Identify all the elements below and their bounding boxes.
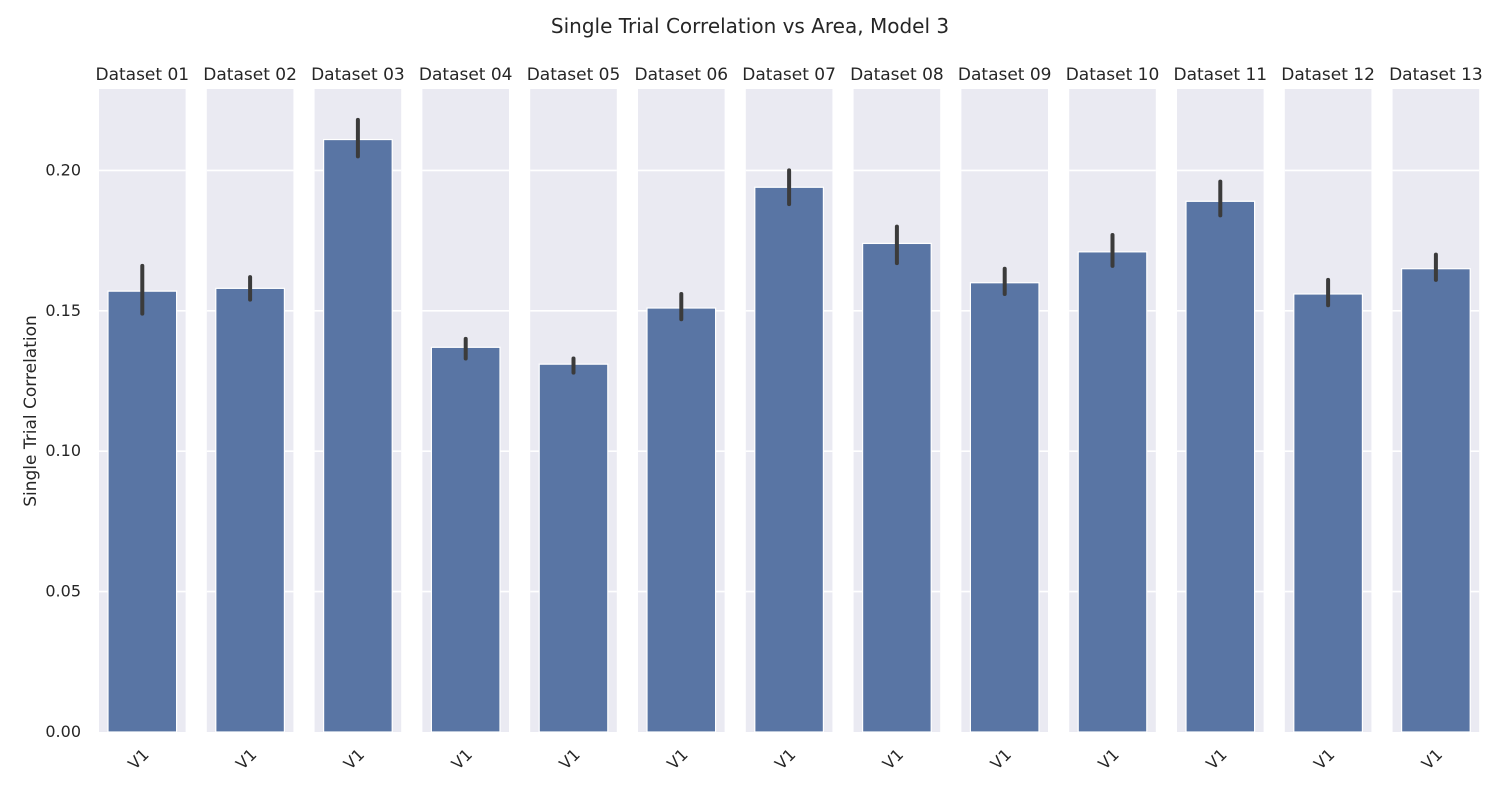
panel-title: Dataset 10: [1066, 65, 1160, 85]
bar: [1077, 251, 1148, 733]
panel-title: Dataset 12: [1281, 65, 1375, 85]
panel-title: Dataset 03: [311, 65, 405, 85]
bar: [1185, 200, 1256, 733]
panel-title: Dataset 01: [95, 65, 189, 85]
bar: [861, 242, 932, 733]
y-tick-label: 0.05: [45, 582, 81, 601]
panel-title: Dataset 02: [203, 65, 297, 85]
bar: [215, 287, 286, 733]
panel-title: Dataset 13: [1389, 65, 1483, 85]
panel-title: Dataset 04: [419, 65, 513, 85]
x-tick-label: V1: [1094, 745, 1122, 773]
x-tick-label: V1: [1310, 745, 1338, 773]
y-tick-label: 0.10: [45, 441, 81, 460]
x-tick-label: V1: [124, 745, 152, 773]
bar: [754, 186, 824, 733]
y-axis-label: Single Trial Correlation: [21, 315, 41, 507]
x-tick-label: V1: [232, 745, 260, 773]
y-tick-label: 0.15: [45, 301, 81, 320]
x-tick-label: V1: [1202, 745, 1230, 773]
x-tick-label: V1: [987, 745, 1015, 773]
bar: [1400, 268, 1471, 733]
bar: [646, 307, 717, 733]
x-tick-label: V1: [663, 745, 691, 773]
x-tick-label: V1: [879, 745, 907, 773]
x-tick-label: V1: [1418, 745, 1446, 773]
panel-title: Dataset 11: [1173, 65, 1267, 85]
bar: [969, 282, 1040, 733]
x-tick-label: V1: [448, 745, 476, 773]
y-tick-label: 0.20: [45, 160, 81, 179]
panel-title: Dataset 08: [850, 65, 944, 85]
bar: [107, 290, 178, 733]
x-tick-label: V1: [340, 745, 368, 773]
x-tick-label: V1: [771, 745, 799, 773]
bar: [538, 363, 609, 733]
x-tick-label: V1: [555, 745, 583, 773]
panel-title: Dataset 07: [742, 65, 836, 85]
panel-title: Dataset 09: [958, 65, 1052, 85]
chart-title: Single Trial Correlation vs Area, Model …: [551, 14, 949, 38]
panel-title: Dataset 05: [527, 65, 621, 85]
panels: 0.00 0.05 0.10 0.15 0.20 Dataset 01 V1 Dataset …: [45, 65, 1482, 773]
bar: [1293, 293, 1364, 733]
y-tick-label: 0.00: [45, 722, 81, 741]
panel-title: Dataset 06: [634, 65, 728, 85]
bar: [323, 138, 393, 733]
bar: [430, 346, 501, 733]
